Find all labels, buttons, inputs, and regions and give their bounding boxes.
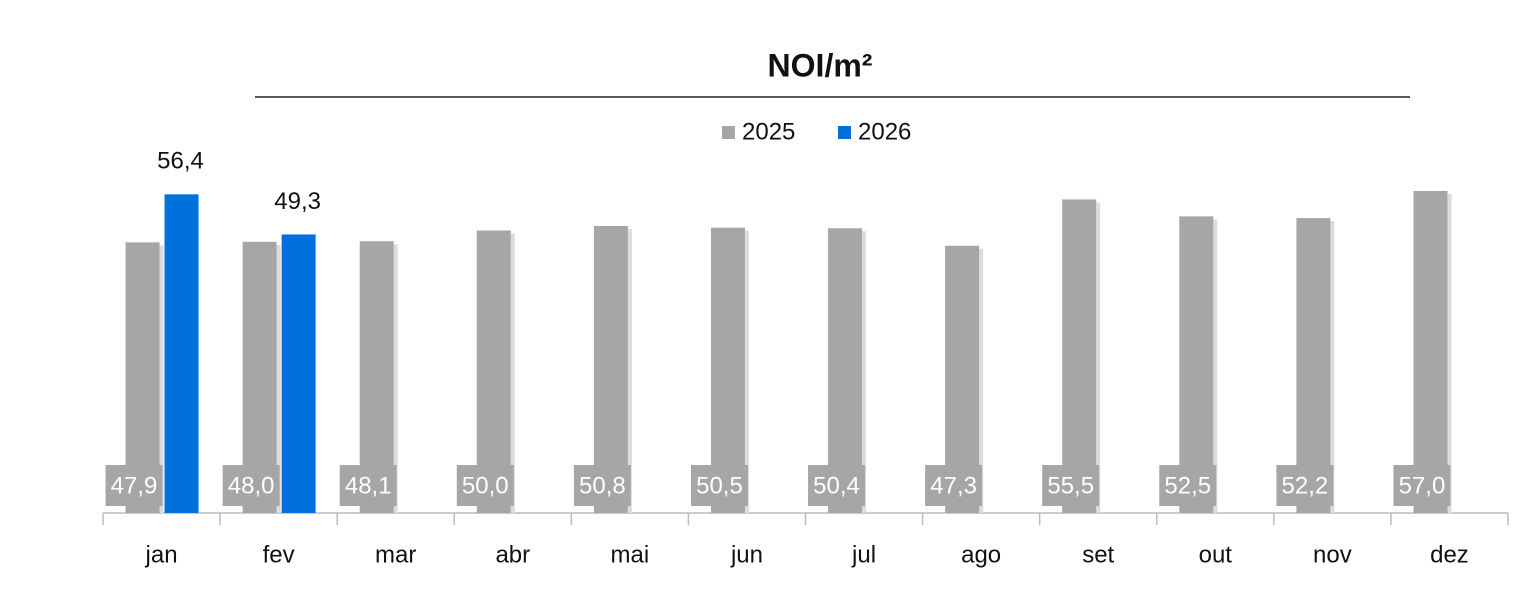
bar-shadow <box>627 228 632 514</box>
data-label: 47,3 <box>930 472 977 499</box>
bar-shadow <box>159 245 164 514</box>
data-label-box <box>1042 465 1100 506</box>
x-tick-label: jun <box>730 541 763 568</box>
data-label-box <box>339 465 397 506</box>
data-label-box <box>808 465 866 506</box>
data-label: 52,5 <box>1164 472 1211 499</box>
data-label-box <box>1393 465 1451 506</box>
bar-shadow <box>510 233 515 513</box>
data-label-box <box>222 465 280 506</box>
data-label-box <box>925 465 983 506</box>
data-label: 50,8 <box>579 472 626 499</box>
chart-title: NOI/m² <box>768 47 873 83</box>
legend-label: 2026 <box>858 118 911 145</box>
data-label: 50,0 <box>462 472 509 499</box>
data-label: 57,0 <box>1399 472 1446 499</box>
data-label: 52,2 <box>1282 472 1329 499</box>
bar <box>1296 218 1331 513</box>
data-label-box <box>1159 465 1217 506</box>
data-label-box <box>690 465 748 506</box>
x-tick-label: ago <box>961 541 1001 568</box>
bar <box>1062 199 1097 514</box>
data-label-box <box>456 465 514 506</box>
x-tick-label: dez <box>1430 541 1469 568</box>
x-tick-label: jul <box>851 541 876 568</box>
bar <box>1413 190 1448 513</box>
bar <box>1179 216 1214 513</box>
bar-shadow <box>393 244 398 514</box>
x-tick-label: nov <box>1313 541 1352 568</box>
data-label: 55,5 <box>1047 472 1094 499</box>
bar-shadow <box>276 244 281 514</box>
bar-shadow <box>1447 193 1452 513</box>
x-tick-label: out <box>1199 541 1233 568</box>
data-label: 50,5 <box>696 472 743 499</box>
data-label: 56,4 <box>157 148 204 175</box>
data-label: 50,4 <box>813 472 860 499</box>
data-label: 47,9 <box>111 472 158 499</box>
bar-shadow <box>979 248 984 513</box>
legend-swatch <box>838 126 851 139</box>
bar <box>164 194 199 513</box>
x-tick-label: set <box>1082 541 1114 568</box>
bar-shadow <box>744 230 749 514</box>
x-tick-label: mai <box>611 541 650 568</box>
bar-shadow <box>862 231 867 514</box>
data-label: 48,0 <box>228 472 275 499</box>
x-tick-label: abr <box>495 541 530 568</box>
bar-shadow <box>1096 202 1101 514</box>
data-label: 48,1 <box>345 472 392 499</box>
x-tick-label: mar <box>375 541 416 568</box>
data-label-box <box>105 465 163 506</box>
legend-label: 2025 <box>742 118 795 145</box>
data-label-box <box>1276 465 1334 506</box>
bar-shadow <box>1213 219 1218 513</box>
x-tick-label: fev <box>263 541 295 568</box>
data-label: 49,3 <box>274 188 321 215</box>
x-tick-label: jan <box>145 541 178 568</box>
legend-swatch <box>722 126 735 139</box>
bar <box>281 234 316 513</box>
bar-shadow <box>1330 221 1335 513</box>
data-label-box <box>573 465 631 506</box>
